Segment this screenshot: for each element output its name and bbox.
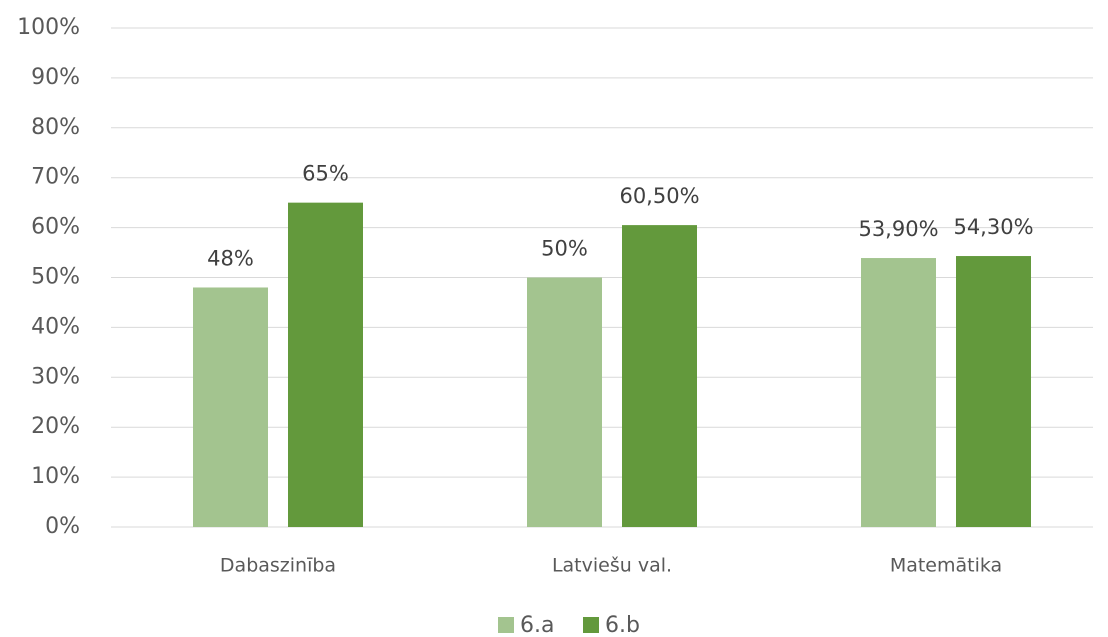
bar	[956, 256, 1031, 527]
y-tick-label: 50%	[31, 265, 80, 290]
x-tick-label: Matemātika	[890, 555, 1002, 577]
value-label: 65%	[302, 162, 349, 186]
value-label: 54,30%	[953, 215, 1033, 239]
y-tick-label: 100%	[17, 15, 80, 40]
y-tick-label: 10%	[31, 464, 80, 489]
bar	[622, 225, 697, 528]
y-tick-label: 20%	[31, 414, 80, 439]
legend-label: 6.b	[605, 613, 640, 637]
bar	[288, 202, 363, 527]
y-tick-label: 30%	[31, 364, 80, 389]
y-tick-label: 60%	[31, 215, 80, 240]
legend-label: 6.a	[520, 613, 554, 637]
value-label: 53,90%	[858, 217, 938, 241]
legend-swatch	[583, 617, 599, 633]
y-tick-label: 80%	[31, 115, 80, 140]
x-tick-label: Dabaszinība	[220, 555, 336, 577]
bar	[861, 258, 936, 527]
bar	[193, 287, 268, 527]
value-label: 50%	[541, 237, 588, 261]
value-label: 60,50%	[619, 184, 699, 208]
y-tick-label: 0%	[45, 514, 80, 539]
bar	[527, 277, 602, 527]
value-label: 48%	[207, 246, 254, 270]
legend-swatch	[498, 617, 514, 633]
y-tick-label: 40%	[31, 314, 80, 339]
y-tick-label: 70%	[31, 165, 80, 190]
y-tick-label: 90%	[31, 65, 80, 90]
x-tick-label: Latviešu val.	[552, 555, 672, 577]
